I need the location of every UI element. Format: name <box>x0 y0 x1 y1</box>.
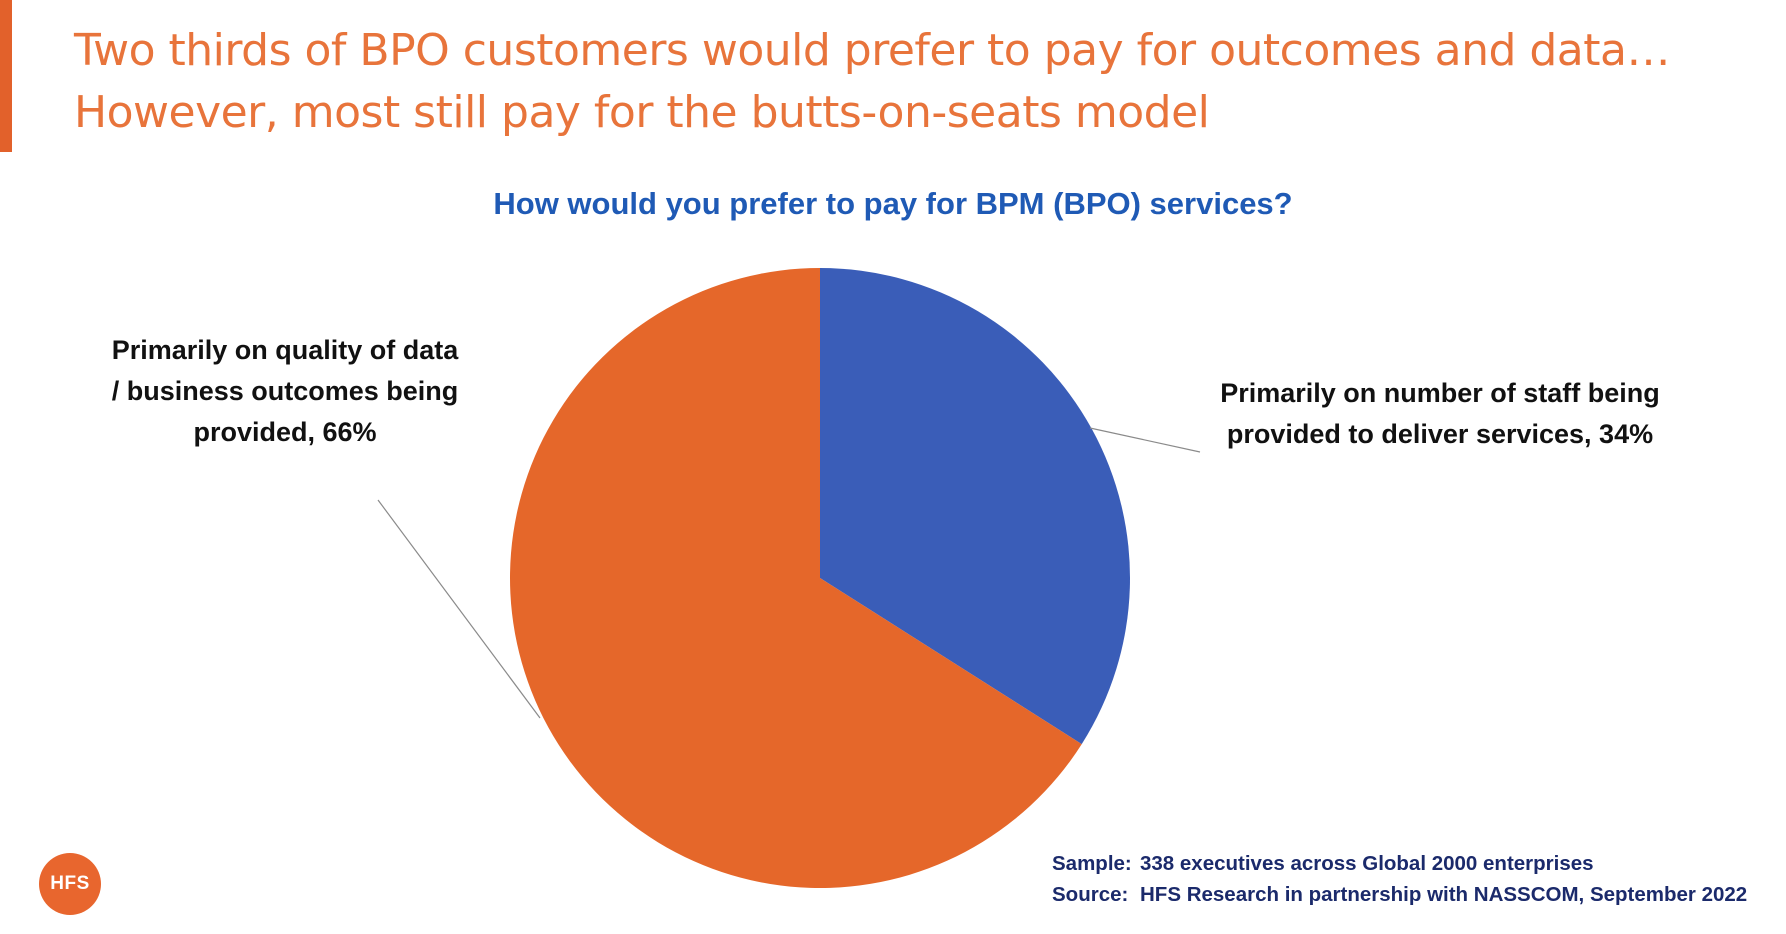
chart-title: How would you prefer to pay for BPM (BPO… <box>493 186 1293 221</box>
pie-slice-1 <box>509 268 1082 889</box>
sample-line: Sample: 338 executives across Global 2000… <box>1052 848 1747 879</box>
slice-label-outcomes: Primarily on quality of data / business … <box>111 335 459 447</box>
sample-key: Sample: <box>1052 852 1132 875</box>
source-key: Source: <box>1052 883 1129 906</box>
title-line-1: Two thirds of BPO customers would prefer… <box>74 25 1671 76</box>
accent-bar <box>0 0 12 152</box>
sample-value: 338 executives across Global 2000 enterp… <box>1140 852 1594 875</box>
source-line: Source: HFS Research in partnership with … <box>1052 879 1747 910</box>
footnote: Sample: 338 executives across Global 2000… <box>1052 848 1747 910</box>
source-value: HFS Research in partnership with NASSCOM… <box>1140 883 1748 906</box>
title-line-2: However, most still pay for the butts-on… <box>74 87 1210 138</box>
slice-label-staff: Primarily on number of staff being provi… <box>1220 378 1660 449</box>
leader-line-1 <box>377 499 541 719</box>
leader-line-0 <box>1089 427 1201 453</box>
pie-slice-0 <box>820 268 1130 745</box>
hfs-logo: HFS <box>39 853 101 915</box>
page-title: Two thirds of BPO customers would prefer… <box>74 20 1754 144</box>
